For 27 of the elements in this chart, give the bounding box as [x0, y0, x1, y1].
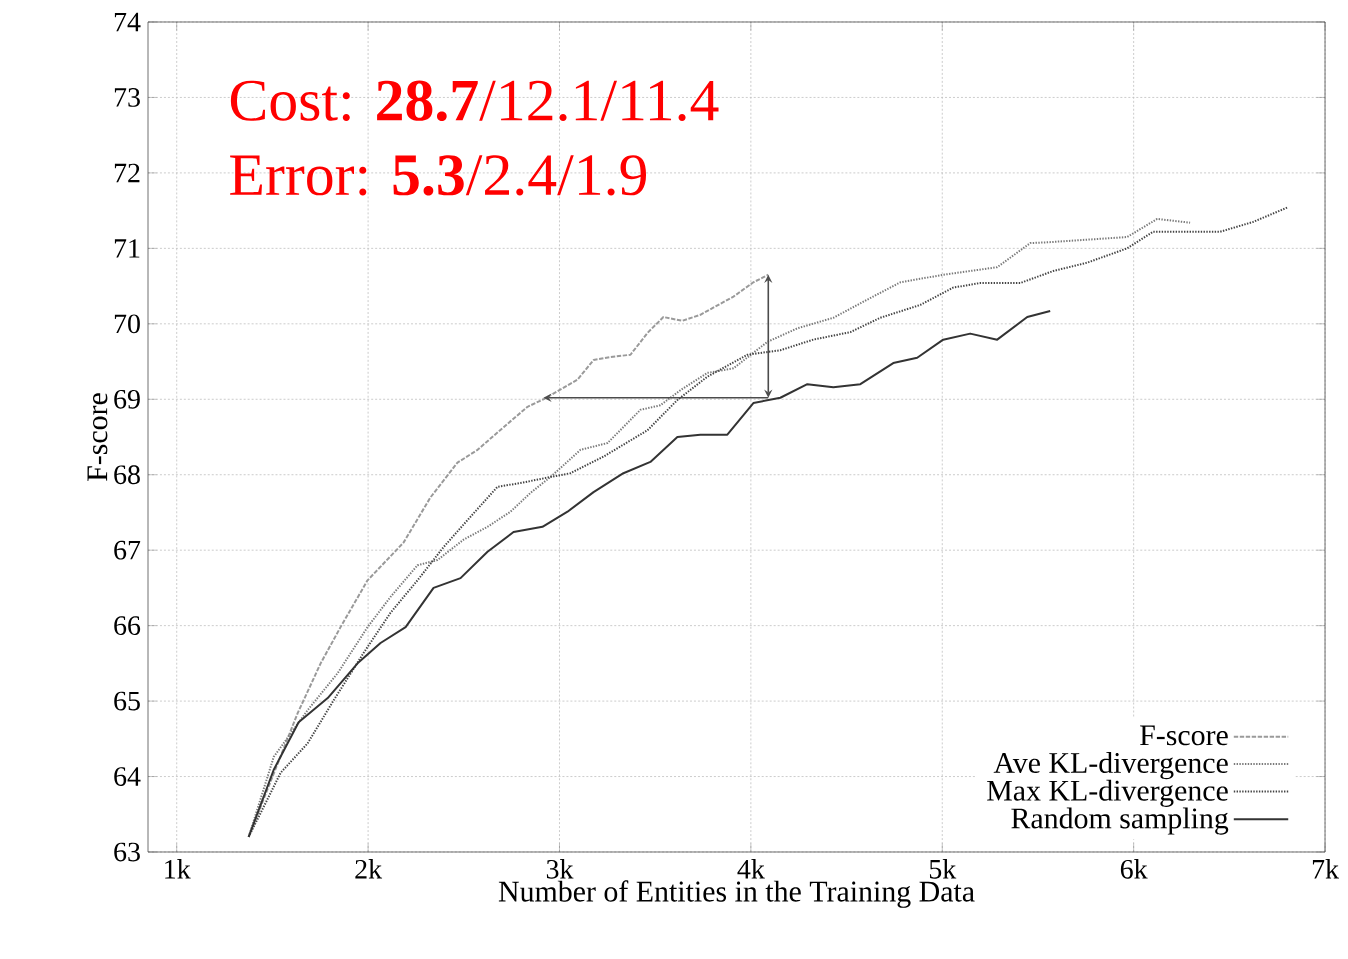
legend-label: Random sampling [1011, 807, 1229, 835]
legend-label: F-score [1140, 725, 1228, 746]
legend-label: Ave KL-divergence [993, 752, 1228, 780]
y-tick-label: 64 [114, 767, 141, 786]
legend-label: Max KL-divergence [987, 779, 1228, 807]
x-tick-label: 2k [355, 859, 383, 879]
x-axis-title: Number of Entities in the Training Data [498, 880, 975, 908]
x-tick-label: 4k [737, 859, 765, 879]
y-tick-label: 67 [114, 540, 141, 560]
annotation: Error: 5.3/2.4/1.9 [230, 155, 647, 196]
y-tick-label: 69 [114, 389, 140, 409]
x-tick-label: 7k [1312, 859, 1339, 879]
y-tick-label: 71 [114, 239, 140, 258]
y-tick-label: 74 [114, 12, 141, 32]
x-tick-label: 3k [546, 859, 574, 879]
y-axis-title: F-score [87, 393, 108, 481]
y-tick-label: 66 [114, 616, 141, 636]
x-tick-label: 1k [165, 859, 191, 879]
y-tick-label: 70 [114, 314, 140, 334]
y-tick-label: 63 [114, 842, 140, 862]
annotation: Cost: 28.7/12.1/11.4 [230, 80, 719, 122]
y-tick-label: 68 [114, 465, 140, 485]
x-tick-label: 5k [929, 859, 957, 879]
y-tick-label: 72 [114, 163, 140, 183]
y-tick-label: 65 [114, 691, 140, 711]
y-tick-label: 73 [114, 88, 140, 107]
x-tick-label: 6k [1120, 859, 1148, 879]
